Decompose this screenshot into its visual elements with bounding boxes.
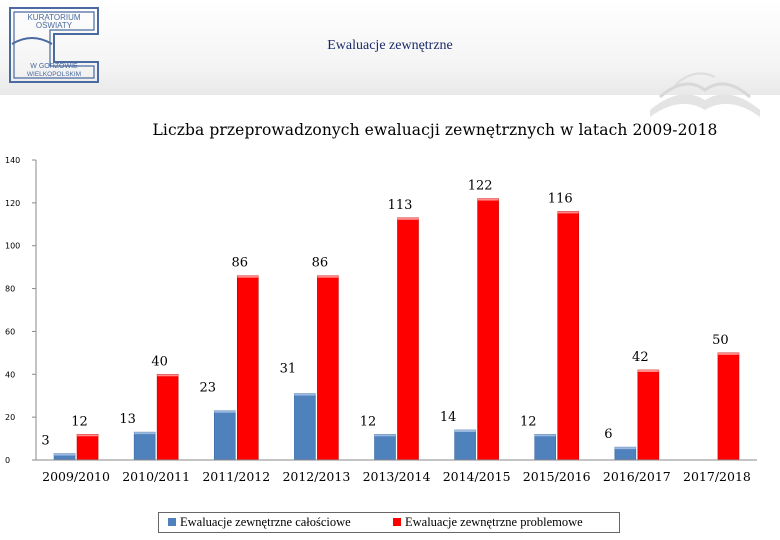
y-tick-label: 80 [5, 285, 15, 294]
legend-swatch-1 [168, 518, 176, 526]
bar-series1 [213, 410, 236, 461]
bar-series1 [374, 433, 396, 461]
chart-legend: Ewaluacje zewnętrzne całościowe Ewaluacj… [158, 512, 620, 533]
kuratorium-logo: KURATORIUM OŚWIATY W GORZOWIE WIELKOPOLS… [9, 7, 99, 83]
data-label-series1: 3 [41, 434, 49, 449]
bar-series2-top [637, 370, 659, 372]
logo-line-3: W GORZOWIE [30, 63, 78, 70]
y-tick-label: 120 [5, 199, 20, 208]
bar-series1-top [534, 434, 556, 437]
bar-series1-top [454, 430, 476, 432]
data-label-series1: 14 [440, 410, 457, 425]
data-label-series2: 122 [468, 179, 493, 194]
x-tick-label: 2016/2017 [603, 469, 671, 484]
legend-label-1: Ewaluacje zewnętrzne całościowe [180, 515, 351, 529]
header-band [0, 0, 780, 95]
x-tick-label: 2010/2011 [122, 469, 190, 484]
bar-series2-top [477, 198, 499, 201]
bar-series2-top [317, 275, 339, 278]
x-tick-label: 2012/2013 [282, 469, 350, 484]
bar-series2 [637, 369, 660, 461]
bar-series1-top [374, 434, 396, 437]
legend-item-2: Ewaluacje zewnętrzne problemowe [393, 515, 583, 530]
y-tick-label: 20 [5, 413, 15, 422]
y-tick-label: 140 [5, 156, 20, 165]
bar-series2 [156, 373, 179, 461]
x-tick-label: 2014/2015 [443, 469, 511, 484]
x-tick-label: 2013/2014 [363, 469, 431, 484]
bar-series2 [557, 211, 580, 461]
bar-series2-top [157, 374, 179, 377]
data-label-series1: 6 [604, 427, 612, 442]
data-label-series1: 31 [280, 362, 297, 377]
bar-series2-top [717, 352, 739, 355]
bar-series2 [477, 198, 499, 461]
y-tick-label: 60 [5, 327, 15, 336]
bar-series2 [317, 275, 339, 461]
bar-series1 [534, 433, 557, 461]
data-label-series1: 12 [360, 414, 377, 429]
bar-series1-top [134, 432, 156, 435]
bar-series2-top [77, 434, 99, 437]
bar-series1 [294, 393, 316, 461]
bar-series1-top [54, 453, 76, 456]
bar-series1-top [614, 447, 636, 450]
data-label-series1: 12 [520, 414, 537, 429]
bar-series1 [454, 429, 476, 461]
logo-line-4: WIELKOPOLSKIM [27, 71, 81, 78]
bar-series2-top [237, 275, 259, 278]
y-tick-label: 40 [5, 370, 15, 379]
y-tick-label: 0 [5, 456, 10, 465]
x-tick-label: 2009/2010 [42, 469, 110, 484]
bar-series1-top [214, 410, 236, 413]
logo-line-1: KURATORIUM [27, 13, 80, 22]
x-tick-label: 2015/2016 [523, 469, 591, 484]
header-title: Ewaluacje zewnętrzne [327, 38, 453, 53]
bar-series2 [397, 217, 419, 461]
data-label-series2: 40 [151, 354, 168, 369]
bar-series2-top [397, 217, 419, 220]
bar-series2 [76, 433, 99, 461]
y-tick-label: 100 [5, 242, 20, 251]
legend-label-2: Ewaluacje zewnętrzne problemowe [405, 515, 583, 529]
chart-title: Liczba przeprowadzonych ewaluacji zewnęt… [152, 121, 718, 139]
open-book-icon [650, 72, 760, 117]
legend-item-1: Ewaluacje zewnętrzne całościowe [168, 515, 351, 530]
x-tick-label: 2011/2012 [202, 469, 270, 484]
data-label-series2: 86 [232, 256, 249, 271]
data-label-series2: 116 [548, 191, 573, 206]
data-label-series2: 113 [388, 198, 413, 213]
data-label-series2: 12 [71, 414, 88, 429]
data-label-series1: 13 [119, 412, 136, 427]
bar-series2-top [557, 211, 579, 214]
data-label-series2: 86 [312, 256, 329, 271]
logo-line-2: OŚWIATY [36, 21, 73, 30]
bar-series2 [717, 352, 740, 461]
data-label-series1: 23 [200, 381, 217, 396]
data-label-series2: 50 [712, 333, 729, 348]
bar-series2 [236, 275, 259, 461]
bar-series1 [133, 431, 156, 461]
legend-swatch-2 [393, 518, 401, 526]
bar-series1-top [294, 393, 316, 396]
x-tick-label: 2017/2018 [683, 469, 751, 484]
data-label-series2: 42 [632, 350, 649, 365]
